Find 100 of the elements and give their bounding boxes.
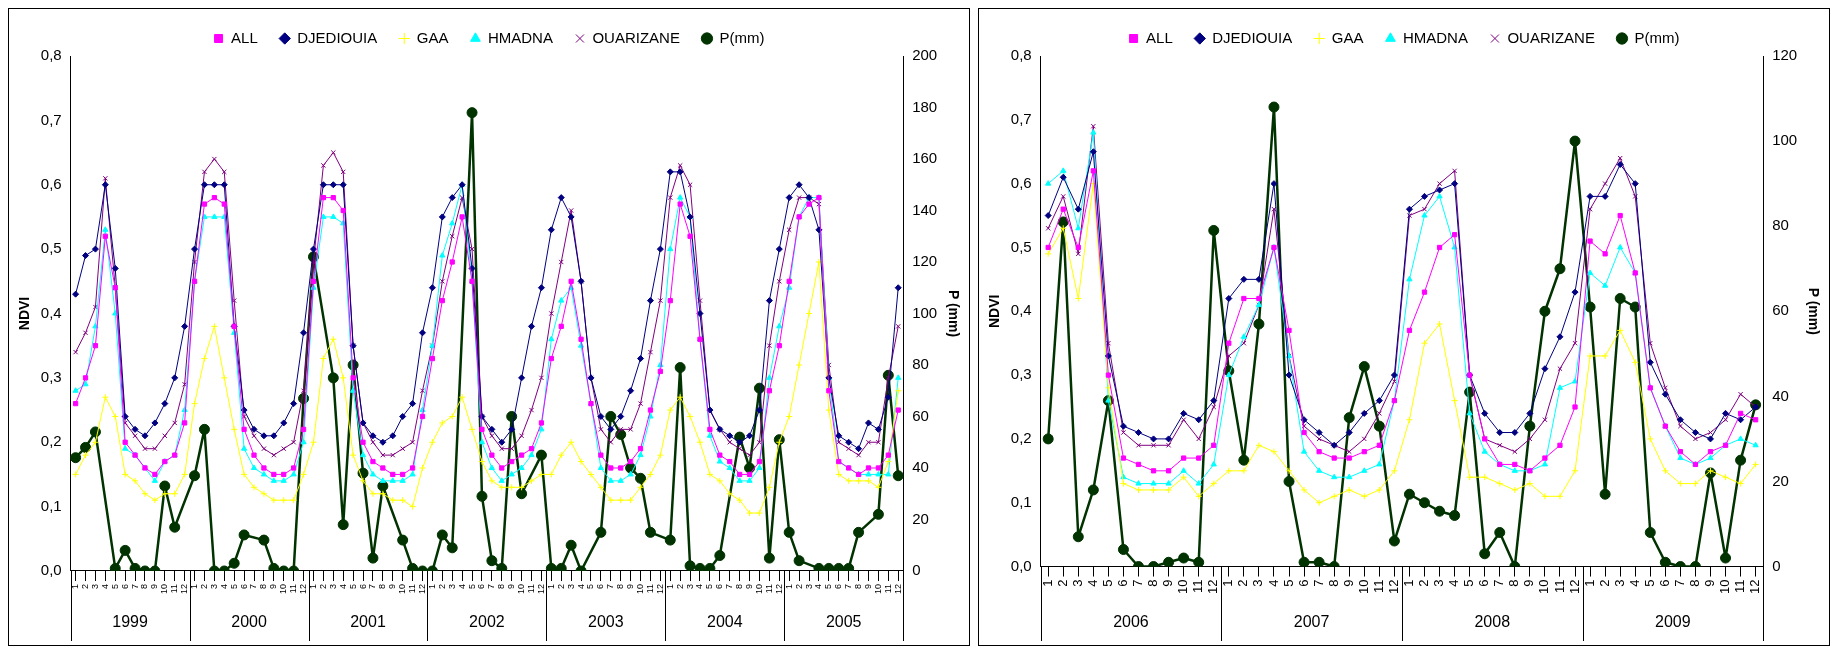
x-tick-label: 1: [1401, 579, 1417, 587]
x-tick-label: 3: [684, 583, 695, 589]
x-tick-label: 11: [526, 583, 536, 594]
x-tick-label: 7: [1130, 579, 1146, 587]
x-tick-label: 7: [724, 583, 735, 589]
x-tick-label: 11: [407, 583, 418, 594]
y2-tick-label: 20: [912, 509, 929, 527]
x-tick-label: 8: [1687, 579, 1703, 587]
y-tick-label: 0,4: [40, 303, 62, 321]
y-tick-label: 0,0: [40, 561, 62, 579]
x-tick-label: 12: [179, 583, 190, 594]
x-tick-label: 6: [476, 583, 487, 589]
x-tick-label: 7: [843, 583, 854, 589]
legend-label: P(mm): [1634, 28, 1680, 46]
x-tick-label: 6: [833, 583, 844, 589]
x-tick-label: 9: [862, 583, 873, 589]
y2-tick-label: 180: [912, 97, 938, 115]
x-tick-label: 4: [813, 583, 824, 589]
x-tick-label: 6: [357, 583, 368, 589]
x-tick-label: 2: [80, 583, 90, 589]
y2-tick-label: 120: [1772, 46, 1798, 64]
x-tick-label: 2: [555, 583, 566, 589]
x-tick-label: 4: [1265, 579, 1281, 587]
legend-label: ALL: [1146, 28, 1173, 46]
x-tick-label: 6: [1295, 579, 1311, 587]
x-tick-label: 6: [714, 583, 725, 589]
x-tick-label: 12: [654, 583, 665, 594]
x-tick-label: 11: [763, 583, 774, 594]
x-tick-label: 4: [456, 583, 467, 589]
y-axis-title: NDVI: [16, 296, 33, 331]
x-tick-label: 3: [1431, 579, 1447, 587]
x-tick-label: 5: [1280, 579, 1296, 587]
x-tick-label: 5: [823, 583, 834, 589]
x-tick-label: 4: [694, 583, 705, 589]
x-tick-label: 6: [238, 583, 249, 589]
y2-tick-label: 0: [912, 561, 921, 579]
x-tick-label: 3: [1250, 579, 1266, 587]
y-tick-label: 0,6: [40, 174, 62, 192]
x-tick-label: 3: [1611, 579, 1627, 587]
x-tick-label: 11: [1190, 579, 1206, 594]
x-tick-label: 9: [625, 583, 636, 589]
x-tick-label: 2: [1596, 579, 1612, 587]
x-tick-label: 2: [1416, 579, 1432, 587]
x-tick-label: 5: [585, 583, 596, 589]
x-tick-label: 12: [1566, 579, 1582, 595]
text: 2005: [825, 613, 862, 631]
text: 2000: [231, 613, 267, 631]
x-tick-label: 4: [575, 583, 586, 589]
y2-tick-label: 140: [912, 200, 938, 218]
y2-axis-title: P (mm): [945, 289, 962, 338]
legend-label: GAA: [416, 28, 449, 46]
x-tick-label: 1: [1039, 579, 1055, 587]
x-tick-label: 5: [347, 583, 358, 589]
x-tick-label: 7: [367, 583, 378, 589]
y-tick-label: 0,2: [40, 432, 62, 450]
x-tick-label: 7: [1310, 579, 1326, 587]
x-tick-label: 10: [159, 583, 170, 594]
x-tick-label: 9: [1702, 579, 1718, 587]
legend-label: P(mm): [719, 28, 765, 46]
y-tick-label: 0,4: [1010, 301, 1032, 319]
x-tick-label: 12: [1385, 579, 1401, 595]
y2-tick-label: 20: [1772, 471, 1789, 489]
x-tick-label: 7: [486, 583, 497, 589]
x-tick-label: 2: [1235, 579, 1251, 587]
x-tick-label: 3: [208, 583, 219, 589]
y2-tick-label: 120: [912, 252, 938, 270]
x-tick-label: 5: [1461, 579, 1477, 587]
x-tick-label: 8: [615, 583, 626, 589]
x-tick-label: 2: [1054, 579, 1070, 587]
legend-label: HMADNA: [1402, 28, 1468, 46]
x-tick-label: 4: [1626, 579, 1642, 587]
x-tick-label: 7: [129, 583, 140, 589]
x-tick-label: 4: [1084, 579, 1100, 587]
x-tick-label: 3: [327, 583, 338, 589]
legend-label: ALL: [231, 28, 258, 46]
y2-tick-label: 80: [912, 355, 929, 373]
x-tick-label: 5: [228, 583, 239, 589]
x-tick-label: 3: [803, 583, 814, 589]
x-tick-label: 6: [119, 583, 130, 589]
x-tick-label: 11: [1551, 579, 1567, 594]
x-tick-label: 6: [1115, 579, 1131, 587]
y-axis-title: NDVI: [986, 294, 1003, 328]
legend-label: DJEDIOUIA: [297, 28, 378, 46]
x-tick-label: 12: [892, 583, 903, 594]
y-tick-label: 0,8: [1010, 46, 1032, 64]
x-tick-label: 8: [377, 583, 388, 589]
x-tick-label: 3: [1069, 579, 1085, 587]
x-tick-label: 9: [149, 583, 160, 589]
text: 2006: [1113, 613, 1149, 631]
y2-tick-label: 0: [1772, 556, 1781, 574]
x-tick-label: 1: [783, 583, 794, 589]
x-tick-label: 12: [773, 583, 784, 594]
x-tick-label: 12: [1747, 579, 1763, 595]
x-tick-label: 3: [446, 583, 457, 589]
x-tick-label: 10: [1175, 579, 1191, 595]
y2-tick-label: 160: [912, 149, 938, 167]
x-tick-label: 11: [644, 583, 655, 594]
text: 2008: [1474, 613, 1511, 631]
text: 2007: [1293, 613, 1330, 631]
y2-tick-label: 40: [912, 458, 929, 476]
